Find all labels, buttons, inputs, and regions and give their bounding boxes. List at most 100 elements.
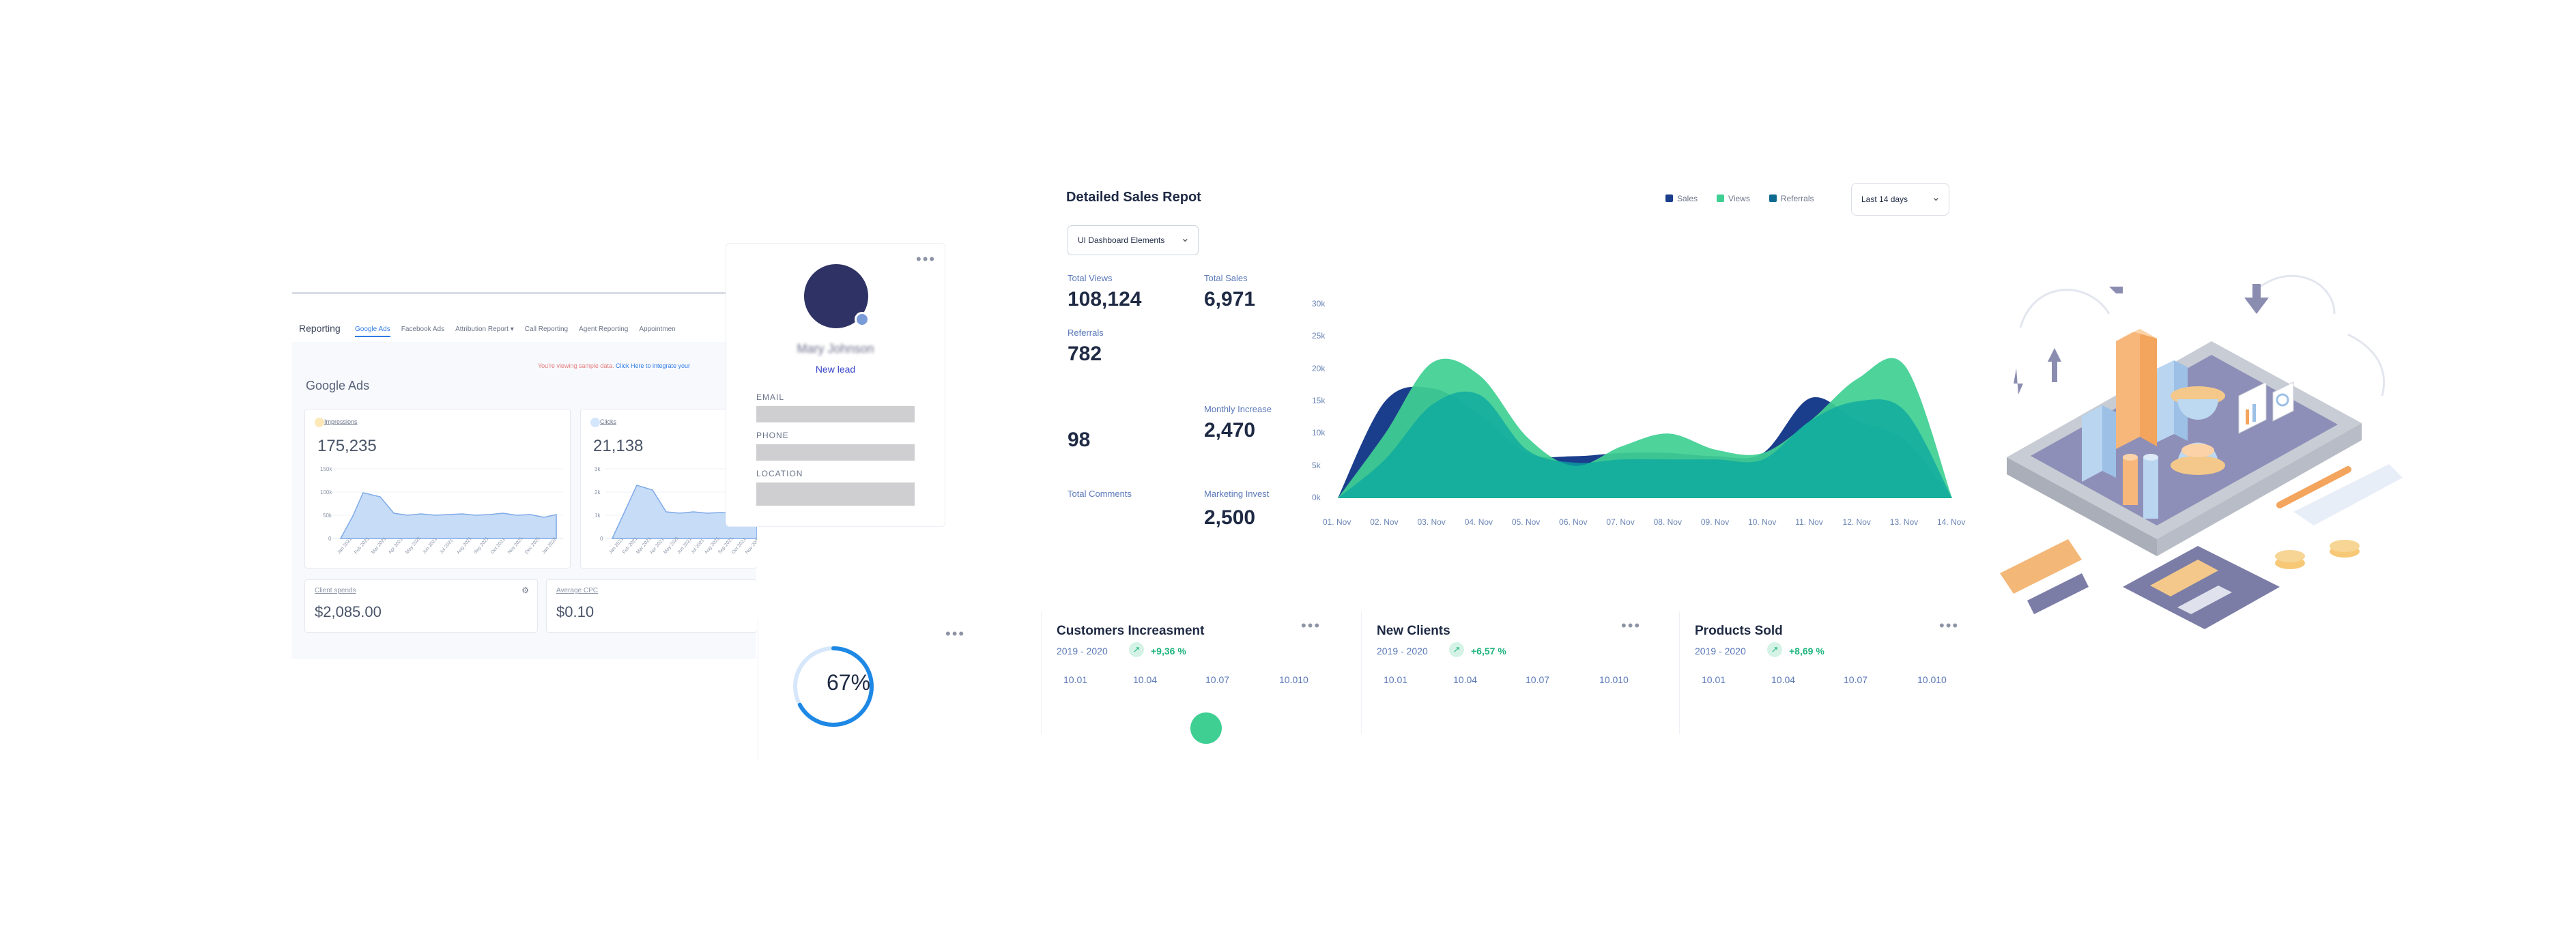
- impressions-chart: 150k 100k 50k 0 Jan 2021 Feb 2021 Mar 2021…: [320, 466, 563, 556]
- tab-appointments[interactable]: Appointmen: [639, 326, 676, 333]
- reporting-topbar: Reporting Google Ads Facebook Ads Attrib…: [292, 294, 756, 342]
- x-axis-tick: 06. Nov: [1559, 517, 1588, 527]
- lead-name: Mary Johnson: [797, 342, 874, 356]
- cursor-icon: [590, 418, 600, 427]
- kpi-tick: 10.01: [1384, 674, 1408, 685]
- client-spends-label: Client spends: [315, 587, 356, 594]
- email-label: EMAIL: [756, 392, 785, 402]
- kpi-change: +8,69 %: [1789, 646, 1824, 657]
- tab-attribution-report[interactable]: Attribution Report ▾: [455, 326, 514, 333]
- total-comments-label: Total Comments: [1068, 489, 1132, 499]
- date-range-dropdown[interactable]: Last 14 days ⌄: [1851, 183, 1949, 216]
- tab-call-reporting[interactable]: Call Reporting: [524, 326, 569, 333]
- tab-facebook-ads[interactable]: Facebook Ads: [401, 326, 445, 333]
- x-date-tick: Aug 2021: [456, 536, 473, 556]
- impressions-label: Impressions: [324, 418, 358, 425]
- chart-marker: [1190, 712, 1222, 744]
- x-date-tick: Jul 2021: [439, 538, 454, 555]
- total-sales-value: 6,971: [1204, 288, 1256, 311]
- filter-value: UI Dashboard Elements: [1078, 235, 1165, 245]
- kpi-tick: 10.04: [1133, 674, 1158, 685]
- kpi-tick: 10.010: [1917, 674, 1947, 685]
- more-dots-icon[interactable]: •••: [1301, 617, 1321, 634]
- legend-label: Sales: [1677, 194, 1698, 203]
- progress-value: 67%: [826, 670, 871, 695]
- email-field[interactable]: [756, 406, 915, 422]
- x-date-tick: Oct 2021: [490, 537, 506, 555]
- legend-label: Views: [1728, 194, 1750, 203]
- average-cpc-label: Average CPC: [556, 587, 598, 594]
- more-dots-icon[interactable]: •••: [916, 250, 936, 268]
- lead-status[interactable]: New lead: [815, 364, 856, 375]
- legend-swatch: [1665, 194, 1673, 202]
- eye-icon: [315, 418, 324, 427]
- kpi-period: 2019 - 2020: [1057, 646, 1108, 657]
- x-axis-tick: 04. Nov: [1464, 517, 1493, 527]
- kpi-tick: 10.04: [1771, 674, 1796, 685]
- phone-label: PHONE: [756, 431, 789, 440]
- sales-report-title: Detailed Sales Repot: [1066, 190, 1201, 205]
- gear-icon[interactable]: ⚙: [521, 586, 529, 595]
- more-dots-icon[interactable]: •••: [945, 625, 966, 642]
- legend-sales[interactable]: Sales: [1665, 194, 1698, 203]
- x-axis-tick: 07. Nov: [1606, 517, 1635, 527]
- tab-agent-reporting[interactable]: Agent Reporting: [579, 326, 629, 333]
- y-axis-tick: 5k: [1312, 460, 1321, 470]
- progress-ring-arc: [793, 646, 874, 727]
- products-sold-card: ••• Products Sold 2019 - 2020 ↗ +8,69 % …: [1679, 611, 1994, 734]
- phone-field[interactable]: [756, 444, 915, 461]
- kpi-change: +9,36 %: [1151, 646, 1186, 657]
- x-axis-tick: 09. Nov: [1700, 517, 1730, 527]
- kpi-tick: 10.07: [1844, 674, 1868, 685]
- client-spends-card: Client spends ⚙ $2,085.00: [304, 579, 538, 633]
- more-dots-icon[interactable]: •••: [1621, 617, 1642, 634]
- kpi-tick: 10.010: [1599, 674, 1629, 685]
- total-views-label: Total Views: [1068, 273, 1113, 283]
- x-axis-tick: 03. Nov: [1417, 517, 1446, 527]
- new-clients-card: ••• New Clients 2019 - 2020 ↗ +6,57 % 10…: [1361, 611, 1676, 734]
- clicks-ytick: 0: [600, 536, 603, 542]
- x-axis-tick: 14. Nov: [1937, 517, 1966, 527]
- impressions-ytick: 0: [328, 536, 332, 542]
- trend-up-icon: ↗: [1129, 642, 1144, 657]
- chevron-down-icon: ⌄: [1931, 192, 1941, 203]
- integrate-link[interactable]: Click Here to integrate your: [615, 362, 691, 369]
- date-range-value: Last 14 days: [1861, 194, 1908, 204]
- x-axis-tick: 08. Nov: [1653, 517, 1682, 527]
- progress-ring: [793, 646, 874, 727]
- online-status-dot: [855, 312, 870, 327]
- chart-legend: Sales Views Referrals: [1665, 194, 1814, 203]
- more-dots-icon[interactable]: •••: [1939, 617, 1960, 634]
- notice-text: You're viewing sample data.: [538, 362, 614, 369]
- x-axis-tick: 02. Nov: [1370, 517, 1399, 527]
- monthly-increase-label: Monthly Increase: [1204, 404, 1272, 414]
- legend-referrals[interactable]: Referrals: [1769, 194, 1814, 203]
- total-views-value: 108,124: [1068, 288, 1142, 311]
- kpi-tick: 10.07: [1526, 674, 1550, 685]
- legend-views[interactable]: Views: [1717, 194, 1750, 203]
- client-spends-value: $2,085.00: [315, 603, 382, 620]
- x-date-tick: Nov 2021: [507, 536, 524, 556]
- impressions-ytick: 50k: [323, 513, 332, 519]
- total-sales-label: Total Sales: [1204, 273, 1248, 283]
- kpi-title: New Clients: [1377, 624, 1450, 638]
- impressions-card: Impressions 175,235 150k 100k 50k 0 Jan …: [304, 409, 571, 568]
- average-cpc-value: $0.10: [556, 603, 595, 620]
- tab-google-ads[interactable]: Google Ads: [355, 326, 390, 337]
- x-axis-tick: 01. Nov: [1323, 517, 1351, 527]
- x-date-tick: Mar 2021: [371, 536, 387, 555]
- impressions-ytick: 100k: [320, 489, 332, 495]
- dashboard-filter-dropdown[interactable]: UI Dashboard Elements ⌄: [1068, 225, 1199, 255]
- location-field[interactable]: [756, 482, 915, 506]
- x-date-tick: Feb 2021: [354, 536, 370, 555]
- clicks-label: Clicks: [600, 418, 616, 425]
- y-axis-tick: 15k: [1312, 396, 1326, 405]
- customers-increasment-card: ••• Customers Increasment 2019 - 2020 ↗ …: [1041, 611, 1356, 744]
- x-date-tick: Dec 2021: [524, 536, 541, 556]
- marketing-invest-label: Marketing Invest: [1204, 489, 1270, 499]
- monthly-increase-value: 2,470: [1204, 419, 1256, 442]
- kpi-tick: 10.01: [1063, 674, 1088, 685]
- trend-up-icon: ↗: [1767, 642, 1782, 657]
- kpi-tick: 10.04: [1453, 674, 1478, 685]
- y-axis-tick: 30k: [1312, 299, 1326, 308]
